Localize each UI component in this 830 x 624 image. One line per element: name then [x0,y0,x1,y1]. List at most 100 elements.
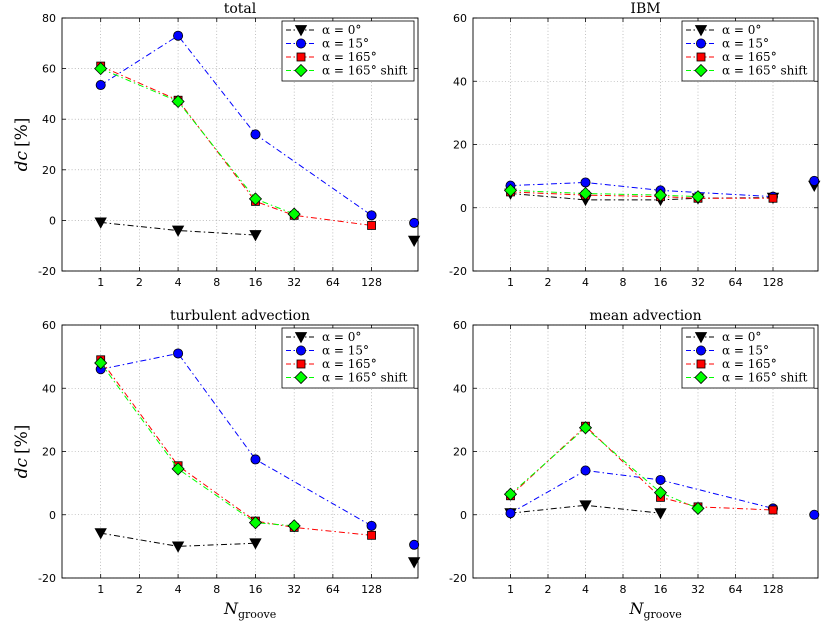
x-tick-label: 8 [213,583,220,596]
data-point [768,505,778,515]
series-line [510,189,699,198]
y-tick-label: -20 [38,572,56,585]
x-tick-label: 32 [287,276,301,289]
x-tick-label: 1 [507,583,514,596]
data-point [691,501,705,515]
chart-panel-3: 1 2 4 8 16 32 64 128 -20 0 20 40 60 turbulent advecti… [12,308,421,621]
data-point [580,177,591,188]
data-point [505,508,516,519]
series-4 [94,356,301,533]
legend-marker [694,63,708,78]
legend-marker [694,25,708,37]
legend-label: α = 165° [322,357,377,371]
series-line [510,469,774,514]
y-tick-label: 0 [49,509,56,522]
data-point [367,221,376,230]
x-tick-label: 64 [326,276,340,289]
y-tick-label: 60 [453,12,467,25]
data-point [653,188,668,202]
series-line [100,352,372,527]
data-point [173,348,184,359]
legend-label: α = 0° [322,330,361,344]
data-point [503,487,518,501]
data-point [578,421,593,435]
legend: α = 0°α = 15°α = 165°α = 165° shift [681,20,815,82]
series-4 [503,421,705,515]
x-tick-label: 4 [175,583,182,596]
axes-border [472,324,819,579]
x-tick-label: 32 [691,583,705,596]
legend-box [681,20,815,82]
data-point [171,94,185,109]
data-point-offscale [409,217,420,228]
data-point [367,530,376,540]
x-tick-label: 64 [729,276,743,289]
legend-label: α = 165° [722,357,777,371]
y-axis-label-symbol: dc [12,458,32,479]
y-tick-label: -20 [449,265,467,278]
data-point-offscale [407,235,421,247]
x-tick-label: 2 [136,583,143,596]
x-tick-label: 8 [620,583,627,596]
x-tick-label: 1 [97,276,104,289]
legend-marker [294,63,308,78]
y-axis-label: dc [%] [12,118,32,172]
y-tick-label: 0 [460,202,467,215]
legend-label: α = 0° [722,330,761,344]
x-axis-label: Ngroove [629,599,682,621]
legend-label: α = 15° [322,344,369,358]
series-4 [94,62,301,221]
x-tick-label: 64 [729,583,743,596]
data-point [578,186,593,201]
legend-label: α = 165° shift [722,64,808,78]
x-tick-label: 2 [545,276,552,289]
y-axis-label-unit: [%] [12,425,32,454]
data-point-offscale [409,539,420,550]
legend: α = 0°α = 15°α = 165°α = 165° shift [281,20,415,82]
legend-marker [294,25,308,37]
legend-marker [696,359,706,369]
y-tick-label: -20 [449,572,467,585]
data-point [250,129,261,140]
series-line [100,68,295,215]
y-tick-label: 20 [453,446,467,459]
data-point [248,192,263,206]
x-tick-label: 8 [213,276,220,289]
legend-label: α = 165° shift [322,371,408,385]
y-axis-label-symbol: dc [12,151,32,172]
y-tick-label: 40 [42,113,56,126]
series-1 [94,217,421,247]
series-line [510,181,774,198]
chart-title: turbulent advection [170,308,310,324]
chart-title: total [224,1,257,17]
y-tick-label: 0 [49,214,56,227]
legend-marker [696,38,707,49]
legend-label: α = 15° [322,37,369,51]
y-tick-label: -20 [38,265,56,278]
x-tick-label: 128 [763,276,784,289]
x-tick-label: 4 [582,583,589,596]
x-axis-label-subscript: groove [644,608,682,621]
x-tick-label: 128 [361,276,382,289]
x-tick-label: 32 [691,276,705,289]
chart-title: IBM [630,1,660,17]
data-point [691,190,705,204]
legend-marker [295,345,306,356]
y-tick-label: 0 [460,509,467,522]
series-line [510,427,699,509]
data-point [366,520,377,531]
data-point [580,465,591,476]
y-tick-label: 20 [42,164,56,177]
legend-label: α = 15° [722,344,769,358]
data-point-offscale [407,557,421,569]
series-line [510,504,661,514]
x-tick-label: 2 [545,583,552,596]
y-tick-label: 20 [453,139,467,152]
x-axis-label-subscript: groove [238,608,276,621]
x-tick-label: 1 [507,276,514,289]
axes-border [61,324,419,579]
legend-label: α = 15° [722,37,769,51]
data-point [366,210,377,221]
legend-label: α = 0° [722,23,761,37]
data-point [768,193,778,203]
